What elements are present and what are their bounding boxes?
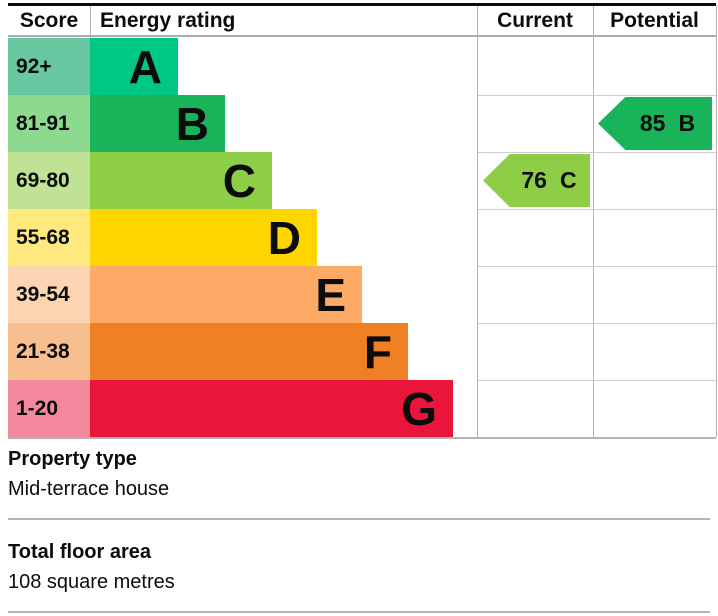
band-score: 21-38 [8, 323, 90, 380]
band-score: 92+ [8, 38, 90, 95]
band-score: 55-68 [8, 209, 90, 266]
current-rating-letter: C [559, 167, 577, 193]
band-row-b: 81-91 B [0, 95, 478, 152]
floor-area-value: 108 square metres [8, 571, 175, 593]
current-column-divider [477, 6, 478, 437]
band-bar: A [90, 38, 178, 95]
chart-top-border [8, 3, 716, 6]
band-score: 39-54 [8, 266, 90, 323]
band-row-a: 92+ A [0, 38, 478, 95]
band-row-c: 69-80 C [0, 152, 478, 209]
score-column-divider [90, 6, 91, 35]
band-bar: B [90, 95, 225, 152]
potential-rating-value: 85 [639, 110, 666, 136]
band-bar: C [90, 152, 272, 209]
band-row-g: 1-20 G [0, 380, 478, 437]
potential-rating-arrow: 85 B [598, 97, 712, 150]
row-separator [478, 266, 716, 267]
chart-bottom-border [8, 437, 716, 439]
property-type-label: Property type [8, 448, 137, 470]
property-type-value: Mid-terrace house [8, 478, 170, 500]
row-separator [478, 209, 716, 210]
band-letter: E [315, 268, 346, 321]
band-letter: D [267, 211, 301, 264]
band-row-d: 55-68 D [0, 209, 478, 266]
band-letter: A [128, 40, 162, 93]
floor-area-label: Total floor area [8, 541, 151, 563]
energy-rating-column-header: Energy rating [100, 8, 236, 32]
band-bar: G [90, 380, 453, 437]
potential-column-divider [593, 6, 594, 437]
row-separator [478, 95, 716, 96]
potential-rating-letter: B [678, 110, 696, 136]
row-separator [478, 323, 716, 324]
property-details: Property type Mid-terrace house Total fl… [8, 448, 710, 616]
energy-rating-chart: Score Energy rating Current Potential 92… [0, 3, 717, 439]
band-score: 1-20 [8, 380, 90, 437]
band-letter: G [401, 382, 437, 435]
band-row-f: 21-38 F [0, 323, 478, 380]
band-bar: D [90, 209, 317, 266]
chart-right-border [716, 6, 717, 437]
current-column-header: Current [497, 8, 573, 32]
section-divider [8, 518, 710, 520]
section-divider [8, 611, 710, 613]
band-score: 81-91 [8, 95, 90, 152]
row-separator [478, 152, 716, 153]
band-score: 69-80 [8, 152, 90, 209]
current-rating-arrow: 76 C [483, 154, 590, 207]
band-bar: F [90, 323, 408, 380]
row-separator [478, 380, 716, 381]
band-letter: F [363, 325, 392, 378]
band-row-e: 39-54 E [0, 266, 478, 323]
band-bar: E [90, 266, 362, 323]
score-column-header: Score [19, 8, 79, 32]
current-rating-value: 76 [521, 167, 547, 193]
band-letter: C [222, 154, 256, 207]
header-underline [8, 35, 716, 37]
band-letter: B [175, 97, 209, 150]
potential-column-header: Potential [610, 8, 699, 32]
band-rows: 92+ A 81-91 B 69-80 C 55-68 D 39-54 E 21… [0, 38, 478, 437]
